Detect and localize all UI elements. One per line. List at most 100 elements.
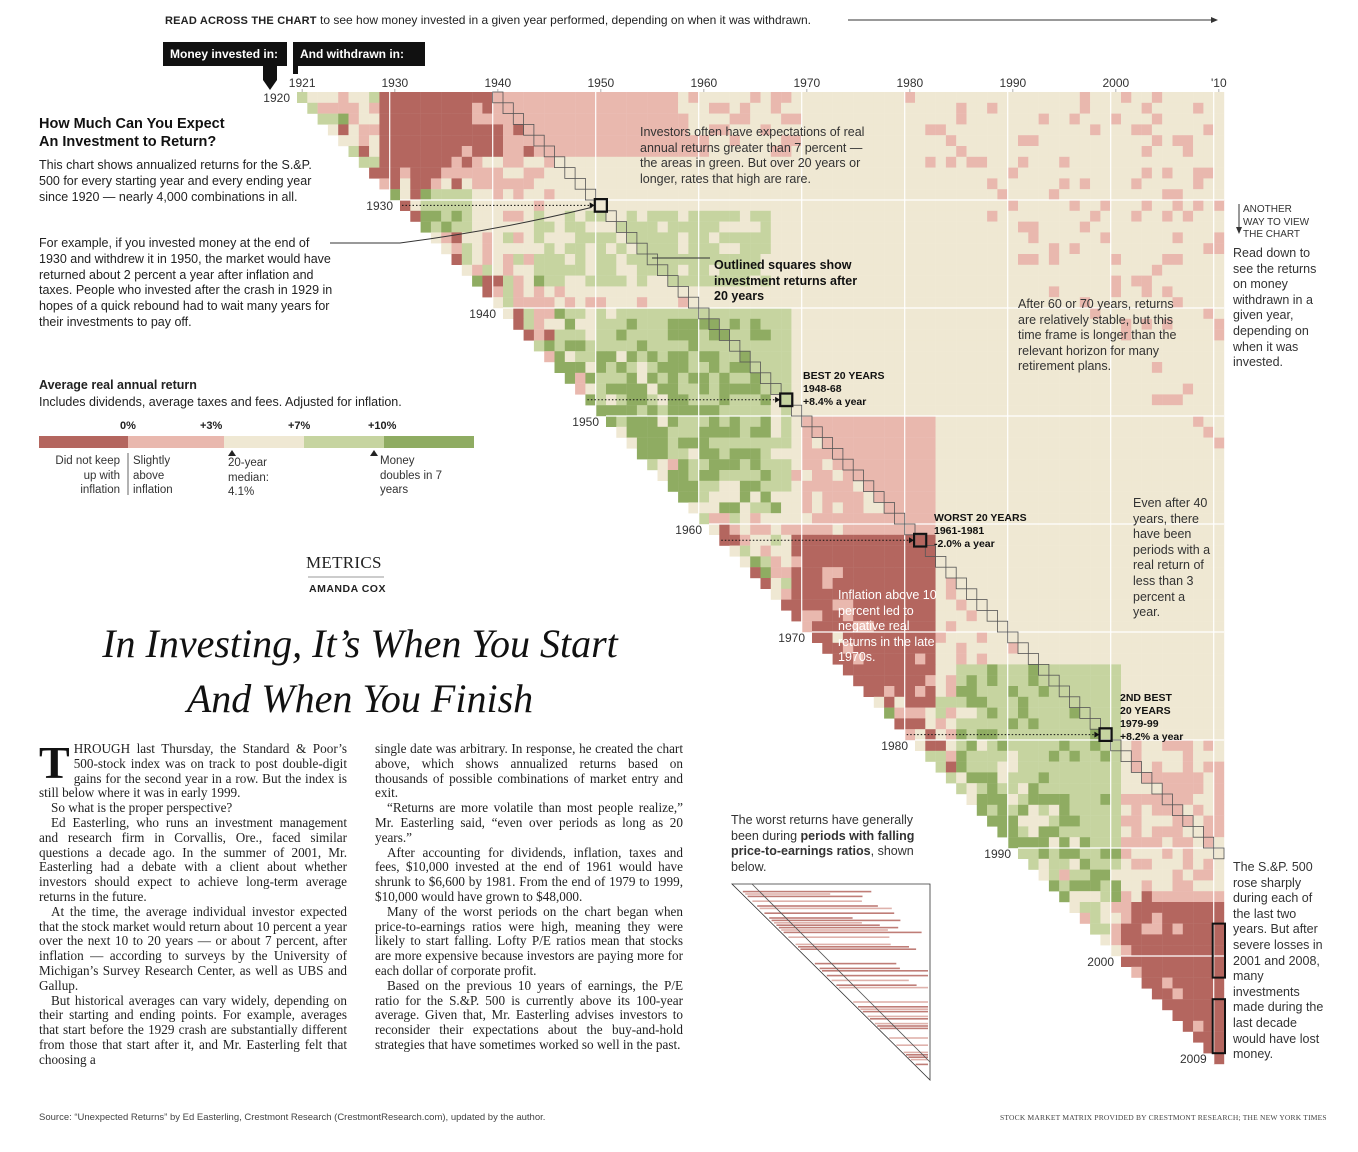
heatmap-cell: [904, 167, 916, 179]
heatmap-cell: [1090, 383, 1101, 395]
heatmap-cell: [667, 329, 679, 341]
heatmap-cell: [791, 534, 802, 546]
heatmap-cell: [739, 297, 751, 309]
heatmap-cell: [1182, 610, 1194, 622]
heatmap-cell: [657, 416, 668, 427]
heatmap-cell: [760, 135, 771, 147]
heatmap-cell: [564, 275, 576, 287]
heatmap-cell: [1121, 243, 1132, 255]
heatmap-cell: [904, 459, 916, 471]
heatmap-cell: [1018, 480, 1029, 492]
heatmap-cell: [987, 383, 998, 395]
heatmap-cell: [1110, 362, 1122, 373]
heatmap-cell: [1110, 837, 1122, 849]
heatmap-cell: [739, 556, 751, 568]
headline-line2: And When You Finish: [186, 676, 534, 721]
heatmap-cell: [647, 459, 658, 471]
heatmap-cell: [1090, 362, 1101, 373]
heatmap-cell: [1203, 146, 1214, 157]
heatmap-cell: [1203, 156, 1214, 168]
heatmap-cell: [925, 750, 936, 762]
heatmap-cell: [832, 362, 844, 373]
heatmap-cell: [1110, 891, 1122, 903]
heatmap-cell: [1162, 275, 1173, 287]
heatmap-cell: [863, 146, 874, 157]
heatmap-cell: [812, 178, 823, 190]
heatmap-cell: [853, 610, 864, 622]
heatmap-cell: [1141, 729, 1153, 741]
heatmap-cell: [544, 275, 555, 287]
heatmap-cell: [379, 113, 390, 125]
heatmap-cell: [966, 405, 977, 417]
heatmap-cell: [636, 146, 648, 157]
heatmap-cell: [678, 113, 689, 125]
heatmap-cell: [812, 470, 823, 481]
heatmap-cell: [976, 308, 988, 319]
heatmap-cell: [1172, 642, 1183, 654]
heatmap-cell: [1193, 664, 1204, 676]
heatmap-cell: [1193, 329, 1204, 341]
heatmap-cell: [987, 124, 998, 136]
heatmap-cell: [1121, 480, 1132, 492]
heatmap-cell: [1151, 102, 1163, 114]
heatmap-cell: [719, 286, 730, 298]
heatmap-cell: [1048, 167, 1060, 179]
heatmap-cell: [1100, 632, 1111, 643]
heatmap-cell: [1028, 534, 1039, 546]
heatmap-cell: [966, 513, 977, 525]
heatmap-cell: [1193, 459, 1204, 471]
heatmap-cell: [441, 146, 452, 157]
heatmap-cell: [1090, 858, 1101, 870]
heatmap-cell: [1162, 934, 1173, 946]
heatmap-cell: [698, 146, 710, 157]
heatmap-cell: [544, 156, 555, 168]
heatmap-cell: [1079, 113, 1091, 125]
heatmap-cell: [987, 362, 998, 373]
heatmap-cell: [575, 135, 586, 147]
heatmap-cell: [678, 243, 689, 255]
heatmap-cell: [1059, 383, 1070, 395]
heatmap-cell: [781, 210, 792, 222]
heatmap-cell: [1141, 804, 1153, 816]
heatmap-cell: [884, 329, 895, 341]
heatmap-cell: [667, 254, 679, 265]
heatmap-cell: [1100, 383, 1111, 395]
heatmap-cell: [1162, 297, 1173, 309]
heatmap-cell: [1018, 329, 1029, 341]
heatmap-cell: [1203, 826, 1214, 838]
heatmap-cell: [770, 102, 782, 114]
heatmap-cell: [1007, 437, 1019, 449]
heatmap-cell: [1121, 578, 1132, 589]
heatmap-cell: [884, 243, 895, 255]
heatmap-cell: [1121, 394, 1132, 406]
heatmap-cell: [956, 113, 967, 125]
heatmap-cell: [1131, 858, 1142, 870]
heatmap-cell: [1141, 956, 1153, 967]
heatmap-cell: [719, 200, 730, 211]
heatmap-cell: [1090, 750, 1101, 762]
heatmap-cell: [1007, 210, 1019, 222]
heatmap-cell: [719, 534, 730, 546]
heatmap-cell: [1151, 470, 1163, 481]
heatmap-cell: [1162, 826, 1173, 838]
heatmap-cell: [925, 556, 936, 568]
heatmap-cell: [616, 243, 627, 255]
heatmap-cell: [976, 794, 988, 805]
heatmap-cell: [1182, 632, 1194, 643]
heatmap-cell: [987, 642, 998, 654]
heatmap-cell: [1131, 243, 1142, 255]
heatmap-cell: [554, 243, 565, 255]
heatmap-cell: [606, 351, 617, 363]
heatmap-cell: [750, 102, 761, 114]
heatmap-cell: [1193, 318, 1204, 330]
heatmap-cell: [1028, 545, 1039, 557]
heatmap-cell: [935, 567, 947, 579]
heatmap-cell: [472, 113, 483, 125]
heatmap-cell: [678, 167, 689, 179]
drop-cap: T: [39, 737, 70, 788]
heatmap-cell: [1182, 318, 1194, 330]
heatmap-cell: [389, 189, 401, 201]
heatmap-cell: [873, 210, 885, 222]
heatmap-cell: [1059, 200, 1070, 211]
heatmap-cell: [451, 210, 462, 222]
